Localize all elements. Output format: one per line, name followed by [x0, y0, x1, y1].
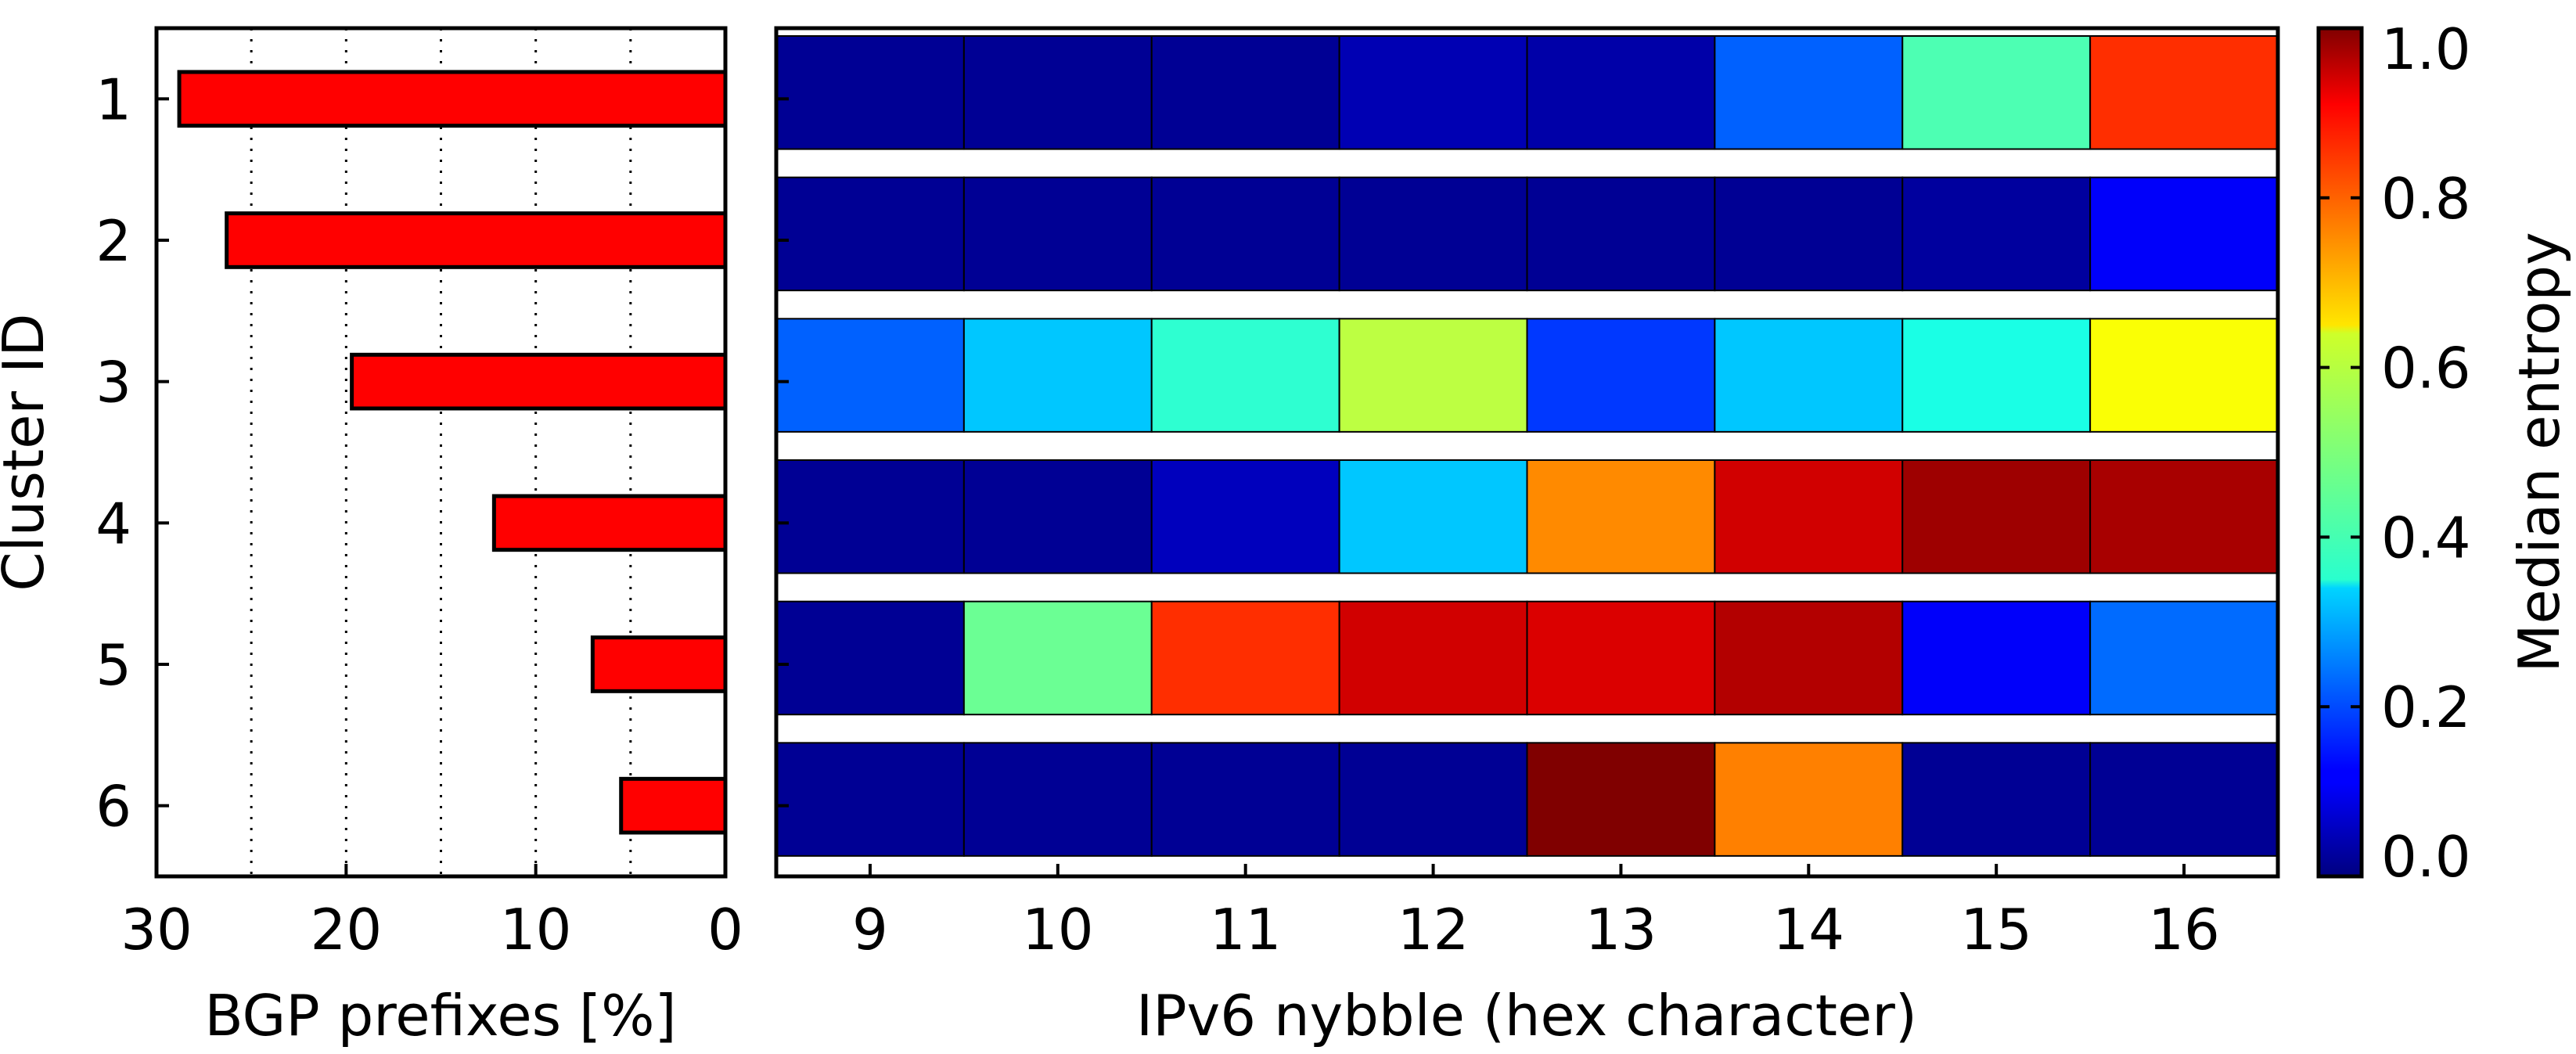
colorbar-tick-label: 0.6	[2381, 336, 2471, 401]
heatmap-cell-c6-n10	[962, 742, 1153, 857]
heatmap-cell-c1-n13	[1526, 35, 1716, 150]
heatmap-cell-c6-n11	[1150, 742, 1340, 857]
colorbar-label: Median entropy	[2506, 232, 2572, 672]
heatmap-cell-c4-n16	[2089, 459, 2279, 574]
heatmap-cell-c2-n10	[962, 176, 1153, 292]
nybble-label: 14	[1773, 897, 1845, 962]
heatmap-cell-c1-n11	[1150, 35, 1340, 150]
heatmap-cell-c6-n12	[1338, 742, 1528, 857]
colorbar-ticks: 0.0 0.2 0.4 0.6 0.8 1.0	[2319, 16, 2471, 890]
heatmap-cell-c2-n16	[2089, 176, 2279, 292]
heatmap-cell-c4-n13	[1526, 459, 1716, 574]
bar-chart-gridlines	[250, 28, 632, 876]
colorbar: 0.0 0.2 0.4 0.6 0.8 1.0 Median entropy	[2316, 16, 2572, 890]
heatmap-cell-c2-n14	[1714, 176, 1904, 292]
heatmap-cell-c6-n9	[775, 742, 965, 857]
bar-x-tick-label: 20	[311, 897, 383, 962]
bar-chart-x-ticks: 30 20 10 0	[121, 864, 743, 962]
heatmap-cell-c3-n11	[1150, 318, 1340, 433]
heatmap-cell-c3-n12	[1338, 318, 1528, 433]
heatmap-cell-c1-n16	[2089, 35, 2279, 150]
heatmap-cells	[775, 35, 2279, 857]
heatmap-cell-c5-n13	[1526, 600, 1716, 716]
heatmap-cell-c1-n14	[1714, 35, 1904, 150]
cluster-id-label: 2	[95, 208, 131, 274]
bar-cluster-6	[619, 776, 728, 835]
heatmap-cell-c1-n10	[962, 35, 1153, 150]
heatmap-cell-c4-n12	[1338, 459, 1528, 574]
bar-chart-panel: 30 20 10 0 1 2 3 4 5 6 BGP prefixes [%] Cluster …	[0, 26, 743, 1049]
cluster-id-label: 6	[95, 774, 131, 840]
heatmap-cell-c2-n12	[1338, 176, 1528, 292]
nybble-label: 13	[1585, 897, 1657, 962]
heatmap-x-axis-label: IPv6 nybble (hex character)	[1136, 983, 1917, 1049]
bar-x-tick-label: 30	[121, 897, 192, 962]
colorbar-tick-label: 1.0	[2381, 16, 2471, 82]
heatmap-cell-c3-n16	[2089, 318, 2279, 433]
colorbar-tick-label: 0.0	[2381, 824, 2471, 890]
heatmap-cell-c6-n14	[1714, 742, 1904, 857]
heatmap-cell-c2-n11	[1150, 176, 1340, 292]
heatmap-cell-c2-n15	[1901, 176, 2092, 292]
cluster-id-label: 1	[95, 67, 131, 132]
heatmap-cell-c4-n14	[1714, 459, 1904, 574]
heatmap-y-ticks	[776, 97, 789, 808]
heatmap-cell-c6-n13	[1526, 742, 1716, 857]
bar-x-tick-label: 10	[500, 897, 572, 962]
heatmap-cell-c6-n15	[1901, 742, 2092, 857]
heatmap-cell-c5-n9	[775, 600, 965, 716]
nybble-label: 12	[1398, 897, 1470, 962]
heatmap-cell-c5-n11	[1150, 600, 1340, 716]
colorbar-tick-label: 0.8	[2381, 166, 2471, 232]
bar-cluster-1	[177, 70, 728, 128]
bar-chart-x-axis-label: BGP prefixes [%]	[204, 983, 676, 1049]
heatmap-cell-c4-n15	[1901, 459, 2092, 574]
heatmap-cell-c4-n10	[962, 459, 1153, 574]
cluster-id-label: 4	[95, 491, 131, 556]
cluster-id-label: 3	[95, 350, 131, 415]
heatmap-cell-c6-n16	[2089, 742, 2279, 857]
cluster-id-label: 5	[95, 632, 131, 698]
heatmap-cell-c5-n10	[962, 600, 1153, 716]
heatmap-cell-c1-n15	[1901, 35, 2092, 150]
heatmap-x-ticks: 9 10 11 12 13 14 15 16	[852, 864, 2220, 962]
heatmap-cell-c2-n9	[775, 176, 965, 292]
heatmap-cell-c5-n15	[1901, 600, 2092, 716]
colorbar-tick-label: 0.2	[2381, 674, 2471, 740]
nybble-label: 16	[2148, 897, 2220, 962]
colorbar-gradient	[2316, 26, 2364, 879]
heatmap-cell-c1-n9	[775, 35, 965, 150]
bar-x-tick-label: 0	[707, 897, 743, 962]
heatmap-frame	[774, 26, 2280, 879]
heatmap-cell-c3-n9	[775, 318, 965, 433]
colorbar-tick-label: 0.4	[2381, 505, 2471, 570]
nybble-label: 11	[1210, 897, 1282, 962]
nybble-label: 10	[1022, 897, 1094, 962]
heatmap-cell-c4-n9	[775, 459, 965, 574]
heatmap-cell-c2-n13	[1526, 176, 1716, 292]
nybble-label: 9	[852, 897, 888, 962]
bar-cluster-3	[350, 352, 728, 411]
bar-cluster-4	[491, 494, 728, 552]
bar-cluster-2	[225, 211, 728, 269]
heatmap-cell-c3-n10	[962, 318, 1153, 433]
bar-chart-bars	[177, 70, 728, 835]
heatmap-cell-c3-n14	[1714, 318, 1904, 433]
bar-chart-y-ticks: 1 2 3 4 5 6	[95, 67, 169, 840]
nybble-label: 15	[1960, 897, 2032, 962]
heatmap-cell-c4-n11	[1150, 459, 1340, 574]
heatmap-cell-c1-n12	[1338, 35, 1528, 150]
bar-chart-y-axis-label: Cluster ID	[0, 313, 56, 591]
heatmap-cell-c5-n14	[1714, 600, 1904, 716]
bar-chart-frame	[154, 26, 728, 879]
heatmap-cell-c3-n15	[1901, 318, 2092, 433]
heatmap-cell-c5-n12	[1338, 600, 1528, 716]
bar-cluster-5	[590, 635, 728, 693]
heatmap-cell-c3-n13	[1526, 318, 1716, 433]
heatmap-cell-c5-n16	[2089, 600, 2279, 716]
heatmap-panel: 9 10 11 12 13 14 15 16 IPv6 nybble (hex charact…	[774, 26, 2280, 1049]
